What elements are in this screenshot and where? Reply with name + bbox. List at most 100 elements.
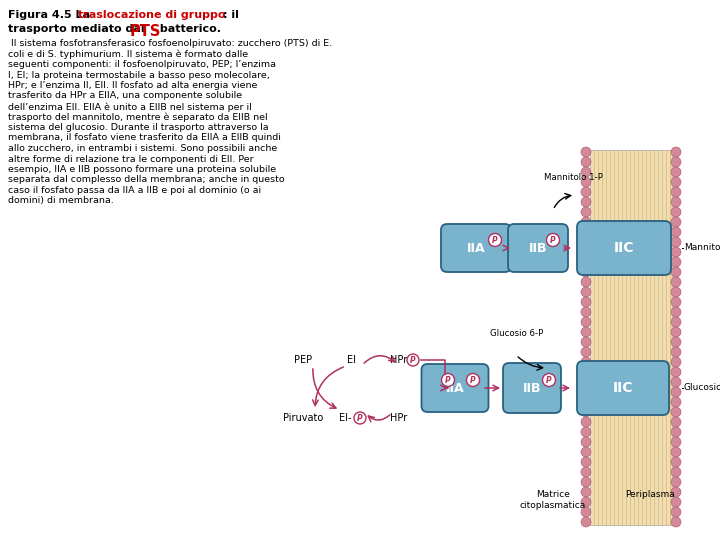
Text: traslocazione di gruppo: traslocazione di gruppo [78, 10, 225, 20]
Text: P: P [445, 376, 451, 385]
Circle shape [581, 417, 591, 427]
Text: IIC: IIC [613, 381, 634, 395]
Circle shape [671, 237, 681, 247]
Text: IIB: IIB [528, 241, 547, 254]
Text: P: P [492, 236, 498, 245]
Text: : il: : il [223, 10, 239, 20]
Circle shape [581, 207, 591, 217]
Circle shape [671, 317, 681, 327]
Circle shape [671, 357, 681, 367]
Text: P: P [546, 376, 552, 385]
Circle shape [581, 447, 591, 457]
Circle shape [581, 317, 591, 327]
Circle shape [581, 297, 591, 307]
Text: IIB: IIB [523, 381, 541, 395]
Text: trasporto mediato dal: trasporto mediato dal [8, 24, 148, 34]
Text: Piruvato: Piruvato [283, 413, 323, 423]
Circle shape [581, 187, 591, 197]
Text: trasferito da HPr a EIIA, una componente solubile: trasferito da HPr a EIIA, una componente… [8, 91, 242, 100]
Circle shape [671, 267, 681, 277]
Text: sistema del glucosio. Durante il trasporto attraverso la: sistema del glucosio. Durante il traspor… [8, 123, 269, 132]
Circle shape [671, 307, 681, 317]
Circle shape [581, 177, 591, 187]
Circle shape [671, 447, 681, 457]
Circle shape [671, 217, 681, 227]
Circle shape [671, 367, 681, 377]
Text: Il sistema fosfotransferasico fosfoenolpiruvato: zucchero (PTS) di E.: Il sistema fosfotransferasico fosfoenolp… [8, 39, 332, 48]
Circle shape [671, 207, 681, 217]
Circle shape [581, 507, 591, 517]
Text: batterico.: batterico. [156, 24, 221, 34]
Circle shape [671, 407, 681, 417]
Circle shape [407, 354, 419, 366]
Text: separata dal complesso della membrana; anche in questo: separata dal complesso della membrana; a… [8, 176, 284, 185]
Text: membrana, il fosfato viene trasferito da EIIA a EIIB quindi: membrana, il fosfato viene trasferito da… [8, 133, 281, 143]
Text: P: P [410, 356, 416, 365]
Circle shape [671, 147, 681, 157]
Circle shape [671, 487, 681, 497]
Circle shape [581, 377, 591, 387]
FancyBboxPatch shape [508, 224, 568, 272]
Circle shape [467, 374, 480, 387]
FancyBboxPatch shape [577, 221, 671, 275]
Circle shape [581, 487, 591, 497]
Circle shape [581, 387, 591, 397]
Text: IIC: IIC [613, 241, 634, 255]
Text: IIA: IIA [446, 381, 464, 395]
Circle shape [581, 357, 591, 367]
Circle shape [581, 427, 591, 437]
Text: domini) di membrana.: domini) di membrana. [8, 197, 114, 206]
Circle shape [671, 157, 681, 167]
Circle shape [671, 297, 681, 307]
Circle shape [542, 374, 556, 387]
Circle shape [581, 517, 591, 527]
Text: caso il fosfato passa da IIA a IIB e poi al dominio (o ai: caso il fosfato passa da IIA a IIB e poi… [8, 186, 261, 195]
Circle shape [441, 374, 454, 387]
Circle shape [671, 457, 681, 467]
Circle shape [671, 417, 681, 427]
Circle shape [671, 377, 681, 387]
Circle shape [581, 167, 591, 177]
Text: P: P [357, 414, 363, 423]
Text: Matrice
citoplasmatica: Matrice citoplasmatica [520, 490, 586, 510]
Text: Mannitolo 1-P: Mannitolo 1-P [544, 173, 603, 182]
Circle shape [581, 437, 591, 447]
Circle shape [671, 507, 681, 517]
Circle shape [671, 227, 681, 237]
Text: coli e di S. typhimurium. Il sistema è formato dalle: coli e di S. typhimurium. Il sistema è f… [8, 50, 248, 59]
Text: dell’enzima EII. EIIA è unito a EIIB nel sistema per il: dell’enzima EII. EIIA è unito a EIIB nel… [8, 102, 252, 111]
Text: trasporto del mannitolo, mentre è separato da EIIB nel: trasporto del mannitolo, mentre è separa… [8, 112, 268, 122]
Circle shape [581, 477, 591, 487]
FancyBboxPatch shape [577, 361, 669, 415]
FancyBboxPatch shape [441, 224, 511, 272]
FancyBboxPatch shape [503, 363, 561, 413]
Circle shape [581, 247, 591, 257]
Circle shape [581, 287, 591, 297]
Circle shape [581, 267, 591, 277]
Circle shape [546, 233, 559, 246]
Circle shape [671, 247, 681, 257]
Circle shape [671, 167, 681, 177]
Text: Glucosio 6-P: Glucosio 6-P [490, 329, 544, 338]
Text: Mannitolo: Mannitolo [684, 244, 720, 253]
Text: I, EI; la proteina termostabile a basso peso molecolare,: I, EI; la proteina termostabile a basso … [8, 71, 270, 79]
Circle shape [581, 327, 591, 337]
Text: HPr: HPr [390, 413, 408, 423]
Text: Glucosio: Glucosio [684, 383, 720, 393]
Circle shape [581, 307, 591, 317]
FancyBboxPatch shape [421, 364, 488, 412]
Text: P: P [550, 236, 556, 245]
Circle shape [671, 177, 681, 187]
Circle shape [581, 347, 591, 357]
Circle shape [581, 407, 591, 417]
Circle shape [671, 517, 681, 527]
Text: EI-: EI- [340, 413, 352, 423]
Circle shape [581, 147, 591, 157]
Circle shape [671, 427, 681, 437]
Text: PTS: PTS [130, 24, 161, 39]
Circle shape [581, 237, 591, 247]
Text: HPr; e l’enzima II, EII. Il fosfato ad alta energia viene: HPr; e l’enzima II, EII. Il fosfato ad a… [8, 81, 257, 90]
Circle shape [581, 197, 591, 207]
Circle shape [671, 477, 681, 487]
Text: altre forme di relazione tra le componenti di EII. Per: altre forme di relazione tra le componen… [8, 154, 253, 164]
